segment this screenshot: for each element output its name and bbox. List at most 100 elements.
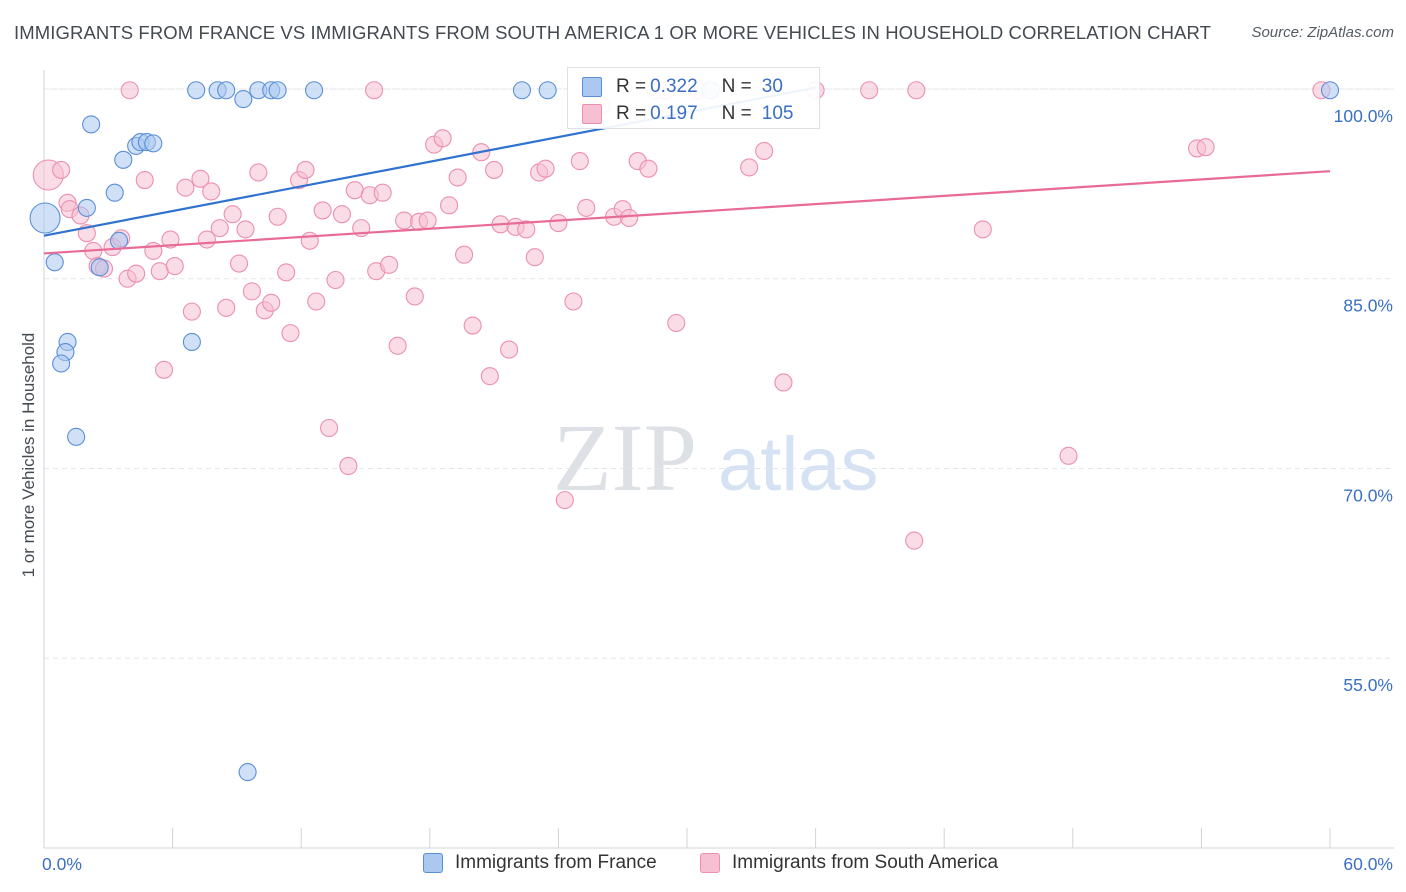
legend-row-south-america: R = 0.197 N = 105 [582, 103, 793, 125]
south-america-point [480, 367, 499, 386]
south-america-trend-line [43, 170, 1331, 255]
south-america-swatch [582, 104, 602, 124]
grid-lines [44, 88, 1394, 659]
france-point [538, 81, 557, 100]
south-america-point [405, 287, 424, 306]
south-america-point [448, 168, 467, 187]
south-america-legend-label: Immigrants from South America [732, 852, 999, 873]
france-point [90, 258, 109, 277]
south-america-point [388, 336, 407, 355]
south-america-point [667, 313, 686, 333]
south-america-point [440, 196, 459, 215]
south-america-point [281, 324, 300, 343]
south-america-point [500, 340, 519, 359]
south-america-point [182, 302, 201, 321]
south-america-point [242, 282, 261, 301]
legend-item-south-america[interactable]: Immigrants from South America [700, 852, 998, 874]
south-america-point [332, 205, 351, 224]
south-america-point [774, 373, 793, 392]
south-america-point [296, 160, 315, 179]
france-point [29, 202, 61, 234]
france-point [144, 134, 163, 153]
y-tick-label: 70.0% [1343, 485, 1393, 505]
south-america-point [455, 245, 474, 264]
series-legend: Immigrants from France Immigrants from S… [0, 852, 1406, 878]
y-tick-label: 85.0% [1343, 296, 1393, 316]
france-legend-swatch [423, 853, 443, 873]
south-america-point [570, 152, 589, 171]
south-america-point [127, 264, 146, 283]
south-america-point [144, 241, 163, 260]
france-point [45, 253, 64, 272]
south-america-point [339, 456, 358, 476]
n-label: N = [721, 103, 752, 124]
south-america-point [249, 163, 268, 182]
stats-legend: R = 0.322 N = 30 R = 0.197 N = 105 [567, 67, 820, 129]
south-america-point [525, 248, 544, 267]
south-america-point [905, 531, 924, 550]
legend-row-france: R = 0.322 N = 30 [582, 76, 783, 98]
south-america-point [639, 159, 658, 178]
south-america-point [307, 292, 326, 311]
south-america-point [973, 220, 992, 239]
south-america-point [555, 491, 574, 510]
south-america-point [223, 205, 242, 224]
south-america-point [577, 198, 596, 217]
south-america-r-value: 0.197 [650, 103, 698, 124]
south-america-point [1059, 446, 1078, 465]
south-america-point [150, 262, 169, 281]
france-swatch [582, 77, 602, 97]
x-tick-label: 0.0% [42, 854, 82, 874]
south-america-point [373, 183, 392, 202]
france-point [52, 354, 71, 373]
south-america-point [485, 160, 504, 179]
south-america-point [326, 270, 345, 290]
y-axis-label: 1 or more Vehicles in Household [19, 333, 38, 578]
south-america-point [176, 178, 195, 197]
france-points [29, 81, 1340, 782]
south-america-point [740, 158, 759, 177]
france-point [114, 150, 133, 169]
south-america-point [229, 254, 249, 273]
south-america-point [236, 220, 255, 239]
legend-item-france[interactable]: Immigrants from France [423, 852, 657, 874]
south-america-point [277, 263, 296, 282]
south-america-point [52, 160, 71, 179]
south-america-point [536, 159, 555, 178]
south-america-n-value: 105 [761, 103, 794, 124]
south-america-point [217, 298, 236, 317]
france-legend-label: Immigrants from France [455, 852, 657, 873]
france-point [109, 231, 129, 250]
france-n-value: 30 [761, 76, 783, 97]
south-america-point [313, 201, 332, 220]
south-america-point [202, 182, 221, 201]
y-tick-label: 100.0% [1334, 106, 1393, 126]
watermark-atlas: atlas [718, 422, 879, 507]
south-america-point [564, 292, 583, 311]
south-america-point [345, 181, 364, 200]
south-america-point [300, 231, 319, 250]
france-point [105, 183, 124, 202]
south-america-point [161, 230, 180, 249]
france-point [82, 115, 101, 134]
south-america-point [135, 171, 154, 190]
france-point [217, 81, 236, 100]
south-america-point [380, 255, 399, 274]
chart-title: IMMIGRANTS FROM FRANCE VS IMMIGRANTS FRO… [14, 22, 1212, 43]
france-point [77, 198, 96, 217]
south-america-point [1196, 138, 1215, 157]
n-label: N = [721, 76, 752, 97]
y-tick-label: 55.0% [1343, 675, 1393, 695]
south-america-point [907, 81, 926, 100]
south-america-point [755, 141, 774, 161]
france-point [182, 332, 201, 352]
south-america-point [154, 360, 174, 379]
south-america-point [268, 207, 287, 226]
south-america-point [165, 257, 184, 276]
south-america-point [262, 293, 281, 312]
france-point [67, 427, 86, 446]
south-america-legend-swatch [700, 853, 720, 873]
france-point [1320, 81, 1340, 100]
r-label: R = [616, 76, 647, 97]
